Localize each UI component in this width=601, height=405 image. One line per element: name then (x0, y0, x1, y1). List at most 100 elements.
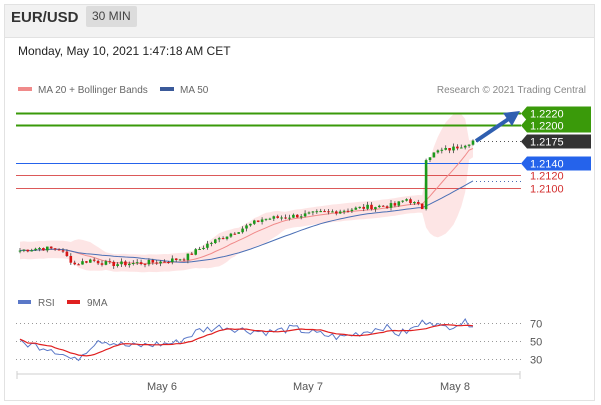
candle-body (409, 199, 412, 204)
moving-averages (19, 148, 521, 265)
candle (342, 209, 346, 215)
candle (233, 232, 237, 235)
candle (288, 214, 291, 221)
candle-body (350, 209, 354, 212)
candle-body (284, 217, 287, 219)
candle-body (73, 262, 76, 265)
candle (124, 260, 127, 267)
candle-body (233, 233, 237, 235)
candle (237, 232, 240, 234)
candle (444, 145, 447, 151)
candle-body (174, 258, 178, 260)
candle (128, 261, 131, 268)
candle (366, 201, 369, 211)
candle-body (385, 206, 389, 208)
candle-body (444, 148, 447, 150)
candle-body (378, 205, 381, 208)
candle-body (381, 205, 385, 207)
candle (100, 260, 104, 267)
candle (256, 220, 260, 223)
candle-body (53, 248, 57, 250)
candle (104, 259, 108, 266)
level-label-1-2120: 1.2120 (530, 171, 564, 183)
candle (389, 200, 393, 211)
ma50-legend-swatch (160, 87, 174, 91)
candle-body (276, 216, 279, 218)
candle-body (22, 249, 26, 251)
x-axis: May 6 May 7 May 8 (16, 371, 521, 393)
candle (245, 223, 248, 232)
candle (354, 206, 358, 210)
candle (85, 261, 88, 264)
candle-body (210, 242, 213, 244)
rsi-ma-legend-swatch (67, 300, 80, 304)
candle (440, 147, 444, 154)
candle-body (452, 146, 455, 151)
level-tag-1-2140 (521, 156, 591, 171)
candle (307, 211, 311, 215)
candle-body (307, 212, 311, 214)
candle (221, 236, 225, 240)
candle (73, 260, 76, 266)
candle-body (389, 203, 393, 208)
candle (284, 214, 287, 220)
candle-body (374, 207, 377, 210)
candles (18, 139, 475, 269)
candle (30, 248, 33, 252)
bollinger-band-fill (20, 113, 473, 273)
candle (417, 199, 420, 206)
candle-body (268, 218, 272, 220)
level-tag-1-2200 (521, 118, 591, 133)
candle (65, 249, 69, 257)
candle-body (296, 214, 299, 218)
candle (210, 241, 213, 247)
candle (370, 202, 373, 211)
datetime-label: Monday, May 10, 2021 1:47:18 AM CET (18, 44, 231, 58)
candle-body (311, 211, 315, 213)
credit-label: Research © 2021 Trading Central (437, 85, 586, 96)
candle (296, 214, 299, 218)
candle-body (186, 253, 190, 261)
candle-body (358, 206, 361, 208)
rsi-legend: RSI 9MA (18, 298, 108, 309)
candle-body (163, 261, 166, 263)
candle (112, 260, 115, 269)
candle (358, 206, 361, 209)
candle-body (112, 261, 115, 266)
candle-body (471, 140, 475, 145)
candle-body (147, 260, 151, 265)
candle (467, 144, 471, 148)
candle-body (77, 264, 80, 266)
level-label-1-2200: 1.2200 (530, 121, 564, 133)
candle (49, 246, 53, 250)
candle-body (49, 246, 53, 249)
candle (151, 258, 155, 265)
candle-body (108, 261, 112, 263)
timeframe-button[interactable]: 30 MIN (86, 6, 137, 27)
candle-body (131, 263, 135, 264)
candle-body (167, 262, 170, 263)
candle (38, 247, 41, 252)
candle (319, 208, 322, 213)
candle-body (463, 145, 467, 148)
candle (303, 210, 307, 218)
candle (311, 211, 315, 216)
candle (46, 246, 49, 253)
candle (171, 255, 174, 265)
candle-body (85, 261, 88, 263)
candle-body (198, 249, 201, 250)
candle-body (393, 203, 397, 206)
levels (16, 112, 521, 189)
candle (299, 214, 303, 220)
ma20-legend-swatch (18, 87, 32, 91)
candle (198, 246, 201, 250)
level-label-1-2140: 1.2140 (530, 159, 564, 171)
candle (34, 247, 37, 251)
candle (448, 148, 451, 154)
candle-body (214, 239, 217, 243)
candle-body (272, 216, 276, 219)
candle (202, 245, 205, 250)
candle-body (100, 263, 104, 265)
